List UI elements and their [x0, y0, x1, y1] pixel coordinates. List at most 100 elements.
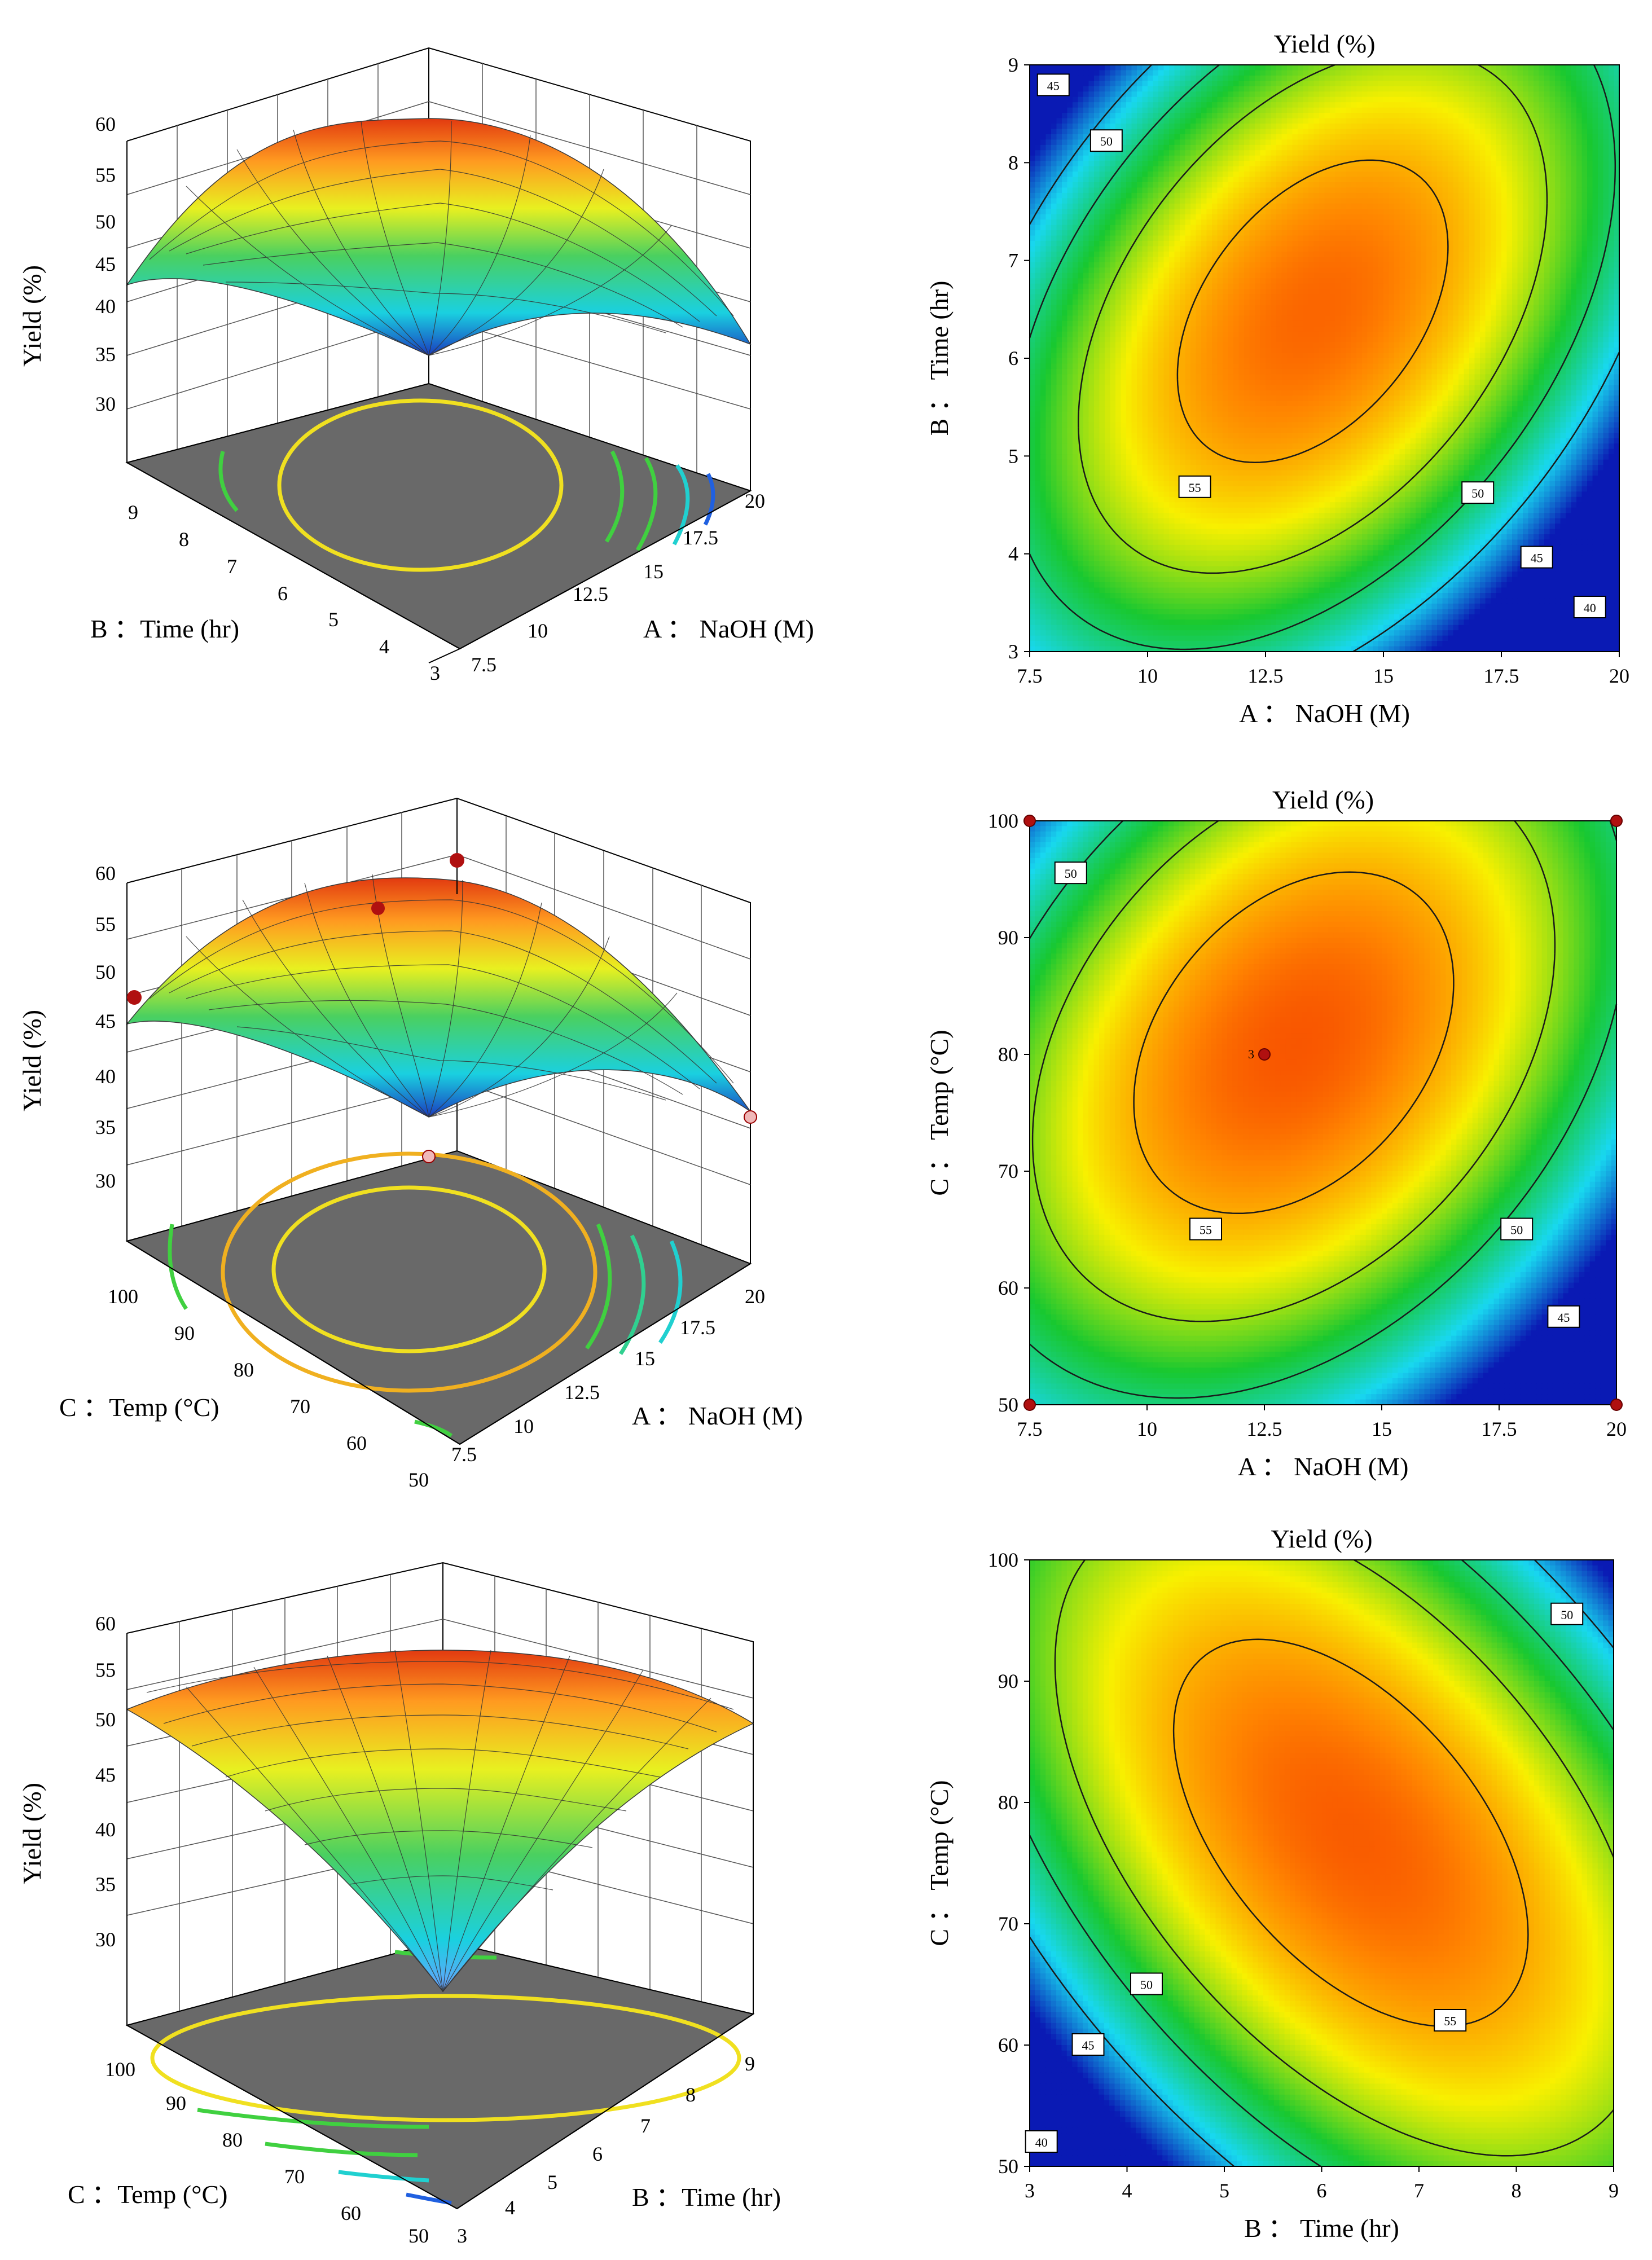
heat-cell [1549, 107, 1556, 113]
heat-cell [1255, 251, 1261, 258]
heat-cell [1238, 278, 1245, 284]
heat-cell [1045, 192, 1052, 199]
heat-cell [1142, 246, 1148, 252]
heat-cell [1088, 75, 1095, 82]
heat-cell [1287, 75, 1293, 82]
heat-cell [1399, 107, 1405, 113]
heat-cell [1598, 113, 1604, 119]
heat-cell [1169, 278, 1175, 284]
heat-cell [1421, 166, 1427, 172]
heat-cell [1421, 219, 1427, 226]
heat-cell [1560, 278, 1566, 284]
heat-cell [1158, 257, 1165, 263]
heat-cell [1158, 155, 1165, 161]
heat-cell [1544, 172, 1550, 178]
heat-cell [1458, 262, 1465, 269]
heat-cell [1523, 283, 1529, 289]
heat-cell [1051, 225, 1057, 231]
heat-cell [1383, 177, 1390, 183]
heat-cell [1442, 225, 1448, 231]
heat-cell [1083, 209, 1089, 215]
heat-cell [1303, 70, 1309, 76]
heat-cell [1303, 241, 1309, 247]
heat-cell [1335, 150, 1341, 156]
heat-cell [1383, 257, 1390, 263]
heat-cell [1410, 203, 1416, 210]
heat-cell [1099, 214, 1105, 220]
heat-cell [1148, 107, 1154, 113]
heat-cell [1598, 283, 1604, 289]
heat-cell [1458, 155, 1465, 161]
heat-cell [1131, 198, 1137, 204]
heat-cell [1405, 65, 1411, 71]
heat-cell [1287, 230, 1293, 236]
heat-cell [1238, 161, 1245, 167]
heat-cell [1142, 241, 1148, 247]
heat-cell [1609, 172, 1615, 178]
heat-cell [1287, 144, 1293, 151]
heat-cell [1442, 187, 1448, 194]
heat-cell [1121, 283, 1127, 289]
heat-cell [1528, 214, 1534, 220]
heat-cell [1319, 230, 1325, 236]
heat-cell [1592, 294, 1598, 300]
heat-cell [1614, 177, 1620, 183]
heat-cell [1474, 144, 1480, 151]
heat-cell [1110, 187, 1116, 194]
heat-cell [1260, 182, 1266, 188]
heat-cell [1373, 144, 1379, 151]
heat-cell [1512, 230, 1518, 236]
heat-cell [1244, 294, 1250, 300]
heat-cell [1040, 235, 1047, 241]
heat-cell [1238, 172, 1245, 178]
heat-cell [1174, 219, 1180, 226]
heat-cell [1346, 278, 1352, 284]
heat-cell [1292, 86, 1298, 93]
heat-cell [1437, 113, 1443, 119]
heat-cell [1249, 251, 1255, 258]
heat-cell [1121, 235, 1127, 241]
heat-cell [1110, 225, 1116, 231]
heat-cell [1201, 219, 1207, 226]
heat-cell [1458, 283, 1465, 289]
heat-cell [1539, 235, 1545, 241]
heat-cell [1389, 289, 1395, 295]
heat-cell [1512, 209, 1518, 215]
heat-cell [1298, 113, 1304, 119]
heat-cell [1448, 70, 1454, 76]
heat-cell [1088, 225, 1095, 231]
heat-cell [1496, 91, 1502, 98]
heat-cell [1035, 219, 1041, 226]
heat-cell [1356, 241, 1363, 247]
y-tick: 7 [227, 555, 237, 578]
heat-cell [1185, 214, 1191, 220]
heat-cell [1356, 283, 1363, 289]
heat-cell [1142, 150, 1148, 156]
heat-cell [1555, 246, 1561, 252]
heat-cell [1223, 235, 1229, 241]
heat-cell [1609, 107, 1615, 113]
heat-cell [1271, 283, 1277, 289]
heat-cell [1609, 129, 1615, 135]
heat-cell [1233, 81, 1240, 87]
heat-cell [1389, 113, 1395, 119]
heat-cell [1549, 129, 1556, 135]
heat-cell [1442, 155, 1448, 161]
heat-cell [1464, 91, 1470, 98]
heat-cell [1581, 166, 1588, 172]
heat-cell [1405, 91, 1411, 98]
heat-cell [1319, 294, 1325, 300]
heat-cell [1298, 118, 1304, 124]
heat-cell [1185, 192, 1191, 199]
heat-cell [1410, 246, 1416, 252]
heat-cell [1030, 294, 1036, 300]
z-axis-label: Yield (%) [17, 1010, 46, 1111]
heat-cell [1255, 91, 1261, 98]
heat-cell [1442, 86, 1448, 93]
heat-cell [1163, 172, 1170, 178]
heat-cell [1153, 139, 1159, 146]
heat-cell [1094, 124, 1100, 130]
heat-cell [1121, 86, 1127, 93]
heat-cell [1249, 209, 1255, 215]
heat-cell [1534, 75, 1540, 82]
